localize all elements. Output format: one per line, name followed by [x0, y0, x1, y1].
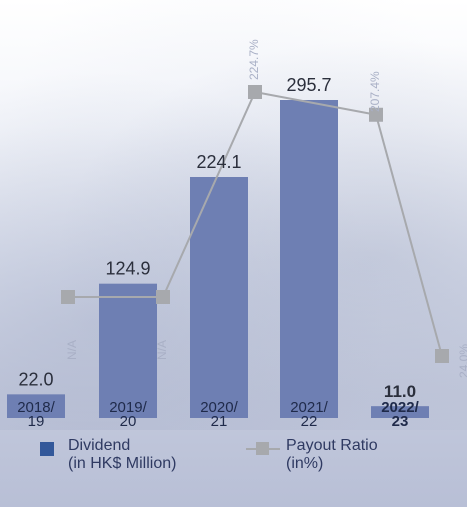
dividend-value-label: 295.7 — [286, 75, 331, 95]
dividend-bar — [280, 100, 338, 418]
dividend-bar — [190, 176, 248, 418]
legend-dividend-title: Dividend — [68, 437, 131, 454]
dividend-bar — [371, 406, 429, 418]
payout-ratio-label: N/A — [65, 340, 79, 360]
payout-ratio-marker — [369, 107, 383, 122]
dividend-payout-chart: 22.0 124.9 224.1 295.7 11.0 N/A N/A 224.7% 207.… — [7, 39, 467, 430]
payout-ratio-labels: N/A N/A 224.7% 207.4% 24.0% — [65, 39, 467, 378]
payout-ratio-line — [61, 85, 449, 363]
dividend-bar — [99, 283, 157, 418]
dividend-bar — [7, 394, 65, 418]
payout-ratio-marker — [61, 290, 75, 304]
category-label: 2019/20 — [109, 399, 147, 430]
dividend-value-label: 11.0 — [384, 382, 416, 401]
category-label: 2020/21 — [200, 399, 238, 430]
category-label: 2018/19 — [17, 399, 55, 430]
payout-ratio-marker — [156, 290, 170, 304]
payout-ratio-label: 207.4% — [368, 71, 382, 112]
payout-ratio-marker — [435, 349, 449, 363]
category-label: 2022/23 — [381, 399, 419, 430]
chart-legend: Dividend (in HK$ Million) Payout Ratio (… — [0, 437, 467, 507]
dividend-value-label: 22.0 — [18, 369, 53, 389]
legend-payout-title: Payout Ratio — [286, 437, 378, 454]
payout-ratio-label: 224.7% — [247, 39, 261, 80]
legend-dividend-unit: (in HK$ Million) — [68, 455, 177, 472]
category-label: 2021/22 — [290, 399, 328, 430]
payout-swatch — [246, 442, 280, 455]
legend-payout-unit: (in%) — [286, 455, 324, 472]
dividend-swatch — [40, 442, 54, 456]
category-labels: 2018/19 2019/20 2020/21 2021/22 2022/23 — [17, 399, 419, 430]
payout-ratio-label: 24.0% — [457, 344, 467, 378]
dividend-value-label: 124.9 — [105, 259, 150, 279]
dividend-value-label: 224.1 — [196, 152, 241, 172]
dividend-value-labels: 22.0 124.9 224.1 295.7 11.0 — [18, 75, 416, 401]
dividend-bars — [7, 100, 429, 418]
payout-ratio-marker — [248, 85, 262, 99]
payout-ratio-label: N/A — [155, 340, 169, 360]
